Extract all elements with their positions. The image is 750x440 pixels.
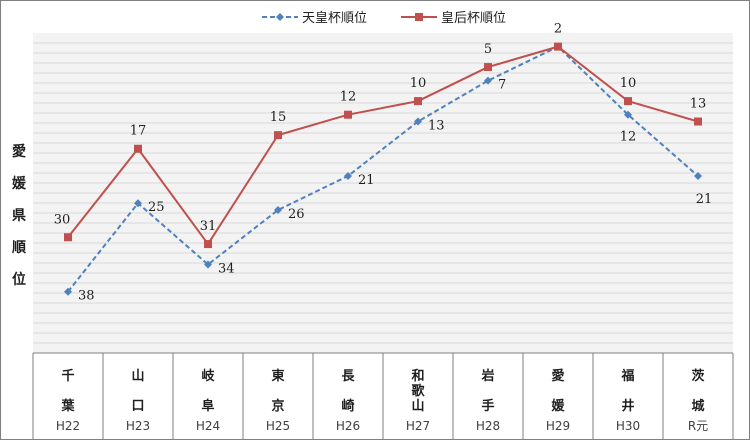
data-label-1: 25 [148,200,165,215]
x-tick-name-char: 和 [411,368,424,384]
x-tick-name-char: 千 [61,368,74,384]
data-point-2 [554,42,562,51]
x-tick-name-char: 福 [620,368,634,384]
y-axis-label-char: 位 [12,271,26,288]
data-point-1 [344,171,352,180]
legend-label-2: 皇后杯順位 [441,11,506,26]
x-tick-name-char: 阜 [201,398,214,414]
series-line-2 [67,45,699,246]
x-tick-era: H23 [126,419,150,433]
x-tick-era: H27 [406,419,430,433]
data-point-2 [414,97,422,106]
data-point-1 [204,260,212,269]
x-tick-name-char: 山 [411,398,424,414]
x-tick-name-char: 井 [621,398,634,414]
y-axis-label-char: 媛 [11,175,27,192]
legend-marker-diamond [276,13,284,21]
x-tick-name-char: 山 [131,368,144,384]
data-point-1 [624,110,632,119]
x-tick-era: H24 [196,419,220,433]
data-label-1: 26 [288,207,305,222]
x-tick-name-char: 京 [271,398,284,414]
data-label-2: 5 [484,42,492,57]
x-tick-name-char: 城 [691,398,704,414]
x-tick-name-char: 東 [271,368,284,384]
data-point-1 [64,287,72,296]
data-point-2 [274,131,282,140]
data-label-1: 12 [620,130,637,145]
x-tick-name-char: 口 [131,399,144,414]
data-point-2 [204,240,212,249]
x-tick-era: H22 [56,419,80,433]
x-tick-name-char: 葉 [60,398,75,414]
data-label-1: 34 [218,261,235,276]
x-tick-era: H30 [616,419,640,433]
x-tick-name-char: 歌 [411,383,425,399]
data-point-2 [64,233,72,242]
series-lines [64,42,702,296]
x-tick-name-char: 手 [481,398,494,414]
data-point-1 [694,171,702,180]
x-tick-era: H26 [336,419,360,433]
data-label-2: 10 [620,76,637,91]
data-label-1: 21 [696,192,713,207]
data-label-2: 13 [690,97,707,112]
data-label-1: 13 [428,119,445,134]
x-tick-name-char: 媛 [550,398,565,414]
y-axis-label-char: 愛 [12,143,26,160]
data-labels: 30 17 31 15 12 10 5 2 10 13 38 25 34 26 21 13 7 12 21 [54,22,713,304]
data-label-2: 2 [554,22,562,37]
x-tick-name-char: 岐 [201,368,215,384]
y-axis-label-char: 県 [12,208,26,224]
legend-label-1: 天皇杯順位 [302,11,367,26]
x-tick-era: H29 [546,419,570,433]
x-tick-name-char: 岩 [480,368,494,384]
x-axis: 千葉H22山口H23岐阜H24東京H25長崎H26和歌山H27岩手H28愛媛H2… [32,352,734,440]
x-tick-name-char: 長 [341,369,355,384]
data-label-2: 12 [340,90,357,105]
data-label-1: 21 [358,173,375,188]
legend-marker-square [415,13,423,21]
x-tick-era: H28 [476,419,500,433]
data-point-2 [134,144,142,153]
data-point-2 [344,110,352,119]
data-point-2 [694,117,702,126]
data-label-2: 15 [270,110,287,125]
data-point-2 [484,63,492,72]
data-point-1 [134,199,142,208]
data-point-1 [274,206,282,215]
data-label-2: 10 [410,76,427,91]
series-line-1 [67,45,699,293]
data-label-1: 7 [498,78,506,93]
data-point-1 [414,117,422,126]
x-tick-era: R元 [688,419,708,433]
y-axis-label-char: 順 [12,240,27,256]
data-label-1: 38 [78,289,95,304]
data-point-1 [484,76,492,85]
data-point-2 [624,97,632,106]
data-label-2: 17 [130,124,147,139]
legend: 天皇杯順位 皇后杯順位 [262,11,506,26]
x-tick-name-char: 崎 [341,398,354,414]
data-label-2: 31 [200,219,217,234]
x-tick-era: H25 [266,419,290,433]
x-tick-name-char: 茨 [691,368,705,384]
data-label-2: 30 [54,212,71,227]
x-tick-name-char: 愛 [551,368,564,384]
